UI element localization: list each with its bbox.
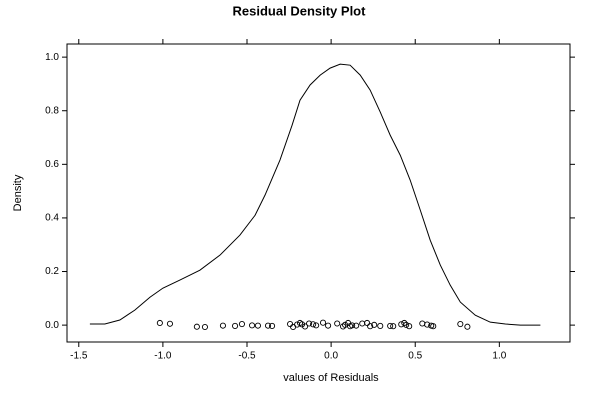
rug-point — [353, 322, 360, 329]
rug-point — [419, 320, 426, 327]
y-tick-label: 0.0 — [45, 320, 59, 331]
y-tick-label: 0.4 — [45, 213, 59, 224]
rug-point — [238, 320, 246, 328]
x-tick-label: 1.0 — [492, 351, 506, 362]
rug-point — [201, 323, 208, 331]
plot-frame — [66, 43, 571, 343]
rug-point — [249, 322, 256, 329]
rug-point — [325, 322, 332, 329]
y-tick-label: 0.2 — [45, 266, 59, 277]
rug-point — [287, 320, 294, 328]
rug-point — [406, 323, 413, 330]
x-axis-label: values of Residuals — [283, 372, 379, 384]
rug-point — [367, 323, 374, 330]
rug-point — [390, 323, 397, 330]
rug-point — [269, 322, 276, 329]
rug-point — [166, 320, 174, 327]
x-tick-label: -0.5 — [238, 351, 256, 362]
rug-point — [310, 321, 317, 328]
y-tick-label: 1.0 — [45, 52, 59, 63]
rug-point — [301, 323, 309, 330]
rug-point — [457, 320, 464, 328]
x-tick-label: 0.0 — [324, 351, 338, 362]
y-tick-label: 0.6 — [45, 159, 59, 170]
rug-point — [193, 323, 200, 330]
rug-point — [364, 319, 371, 327]
y-tick-label: 0.8 — [45, 105, 59, 116]
rug-point — [264, 322, 272, 329]
rug-point — [464, 323, 471, 330]
rug-point — [401, 319, 408, 327]
rug-point — [424, 321, 431, 328]
rug-point — [232, 322, 239, 329]
rug-point — [371, 321, 378, 328]
rug-point — [349, 322, 356, 329]
rug-point — [254, 322, 261, 329]
rug-point — [377, 322, 384, 329]
y-axis-label: Density — [12, 174, 24, 211]
x-tick-label: 0.5 — [408, 351, 422, 362]
rug-point — [387, 322, 394, 329]
chart-title: Residual Density Plot — [233, 3, 367, 18]
rug-point — [359, 320, 366, 327]
rug-point — [306, 320, 313, 327]
x-tick-label: -1.5 — [70, 351, 88, 362]
rug-point — [313, 322, 320, 329]
rug-point — [398, 321, 405, 328]
rug-point — [156, 319, 163, 327]
rug-point — [403, 321, 410, 328]
rug-point — [319, 319, 327, 326]
rug-point — [219, 322, 226, 329]
rug-point — [430, 323, 437, 330]
x-tick-label: -1.0 — [154, 351, 172, 362]
rug-point — [334, 320, 341, 327]
density-line — [89, 63, 541, 326]
